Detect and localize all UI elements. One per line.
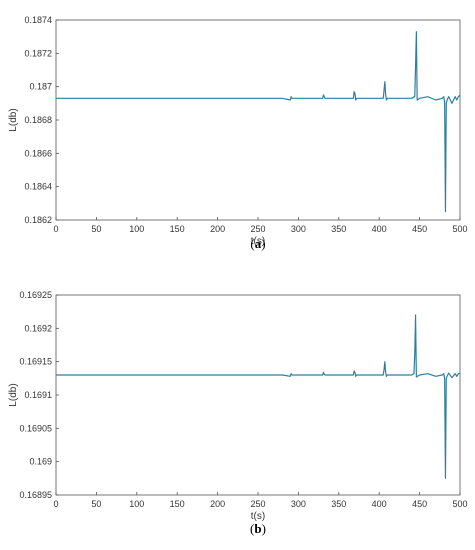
- x-tick-label: 50: [91, 224, 101, 234]
- x-tick-label: 50: [91, 499, 101, 509]
- x-tick-label: 400: [372, 224, 387, 234]
- x-tick-label: 100: [129, 499, 144, 509]
- y-tick-label: 0.16895: [19, 490, 52, 500]
- x-tick-label: 150: [170, 499, 185, 509]
- x-tick-label: 150: [170, 224, 185, 234]
- y-tick-label: 0.1692: [24, 323, 52, 333]
- x-tick-label: 300: [291, 224, 306, 234]
- y-tick-label: 0.16905: [19, 423, 52, 433]
- x-tick-label: 400: [372, 499, 387, 509]
- x-tick-label: 250: [250, 224, 265, 234]
- x-tick-label: 450: [412, 499, 427, 509]
- y-axis-label: L(db): [8, 383, 19, 406]
- plot-frame: [55, 294, 461, 496]
- plot-frame: [55, 19, 461, 221]
- chart-panel-a: 0 50 100 150 200 250 300 350 400 450 500 0.1862 0.18…: [8, 15, 468, 251]
- series-line: [56, 31, 461, 213]
- y-axis-label: L(db): [8, 108, 19, 131]
- panel-caption: (b): [250, 521, 266, 536]
- x-tick-label: 500: [452, 499, 467, 509]
- panel-caption: (a): [250, 236, 265, 251]
- x-tick-label: 500: [452, 224, 467, 234]
- y-tick-label: 0.169: [29, 457, 52, 467]
- chart-panel-b: 0 50 100 150 200 250 300 350 400 450 500 0.16895 0.1…: [8, 290, 468, 536]
- y-tick-label: 0.1868: [24, 115, 52, 125]
- x-tick-label: 200: [210, 499, 225, 509]
- x-tick-label: 350: [331, 499, 346, 509]
- y-tick-label: 0.1872: [24, 48, 52, 58]
- y-tick-label: 0.1862: [24, 215, 52, 225]
- y-tick-label: 0.1864: [24, 182, 52, 192]
- x-tick-label: 450: [412, 224, 427, 234]
- x-tick-label: 100: [129, 224, 144, 234]
- x-axis-label: t(s): [251, 236, 265, 247]
- x-tick-label: 350: [331, 224, 346, 234]
- y-tick-label: 0.187: [29, 82, 52, 92]
- x-tick-label: 300: [291, 499, 306, 509]
- y-tick-label: 0.1874: [24, 15, 52, 25]
- y-tick-label: 0.16915: [19, 357, 52, 367]
- series-line: [56, 314, 461, 479]
- x-axis-label: t(s): [251, 511, 265, 522]
- x-tick-label: 0: [53, 499, 58, 509]
- x-tick-label: 200: [210, 224, 225, 234]
- x-tick-label: 0: [53, 224, 58, 234]
- x-tick-label: 250: [250, 499, 265, 509]
- y-tick-label: 0.1691: [24, 390, 52, 400]
- y-tick-label: 0.16925: [19, 290, 52, 300]
- y-tick-label: 0.1866: [24, 148, 52, 158]
